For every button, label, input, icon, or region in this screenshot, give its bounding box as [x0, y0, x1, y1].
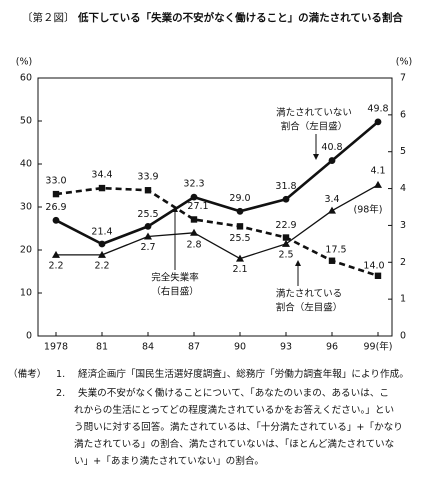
- series-3-point: [52, 250, 60, 258]
- series-2-point: [144, 187, 152, 194]
- right-axis-tick-label: 2: [400, 257, 406, 268]
- annotation-unemployment-line2: （右目盛）: [151, 286, 199, 298]
- left-axis-tick-label: 10: [20, 288, 32, 299]
- note-2-line-5: い」+「あまり満たされていない」の割合。: [74, 456, 265, 467]
- series-3-point: [374, 180, 382, 188]
- series-2-point: [190, 216, 198, 223]
- series-3-data-label: 2.7: [140, 242, 155, 253]
- x-axis-tick-label: 93: [280, 342, 292, 353]
- series-2-point: [328, 257, 336, 264]
- x-axis-tick-label: 81: [96, 342, 108, 353]
- x-axis-tick-label: 1978: [44, 342, 68, 353]
- series-2-point: [282, 234, 290, 241]
- series-3-point: [236, 254, 244, 262]
- right-axis-tick-label: 5: [400, 146, 406, 157]
- note-2-number: 2.: [56, 388, 66, 399]
- left-axis-tick-label: 50: [20, 116, 32, 127]
- series-1-point: [190, 193, 198, 201]
- series-1-line: [55, 120, 379, 246]
- series-2-point: [98, 184, 106, 192]
- series-1-data-label: 29.0: [229, 193, 250, 204]
- series-1-point: [98, 240, 106, 248]
- series-3-data-label: 3.4: [324, 194, 339, 205]
- annotation-unsatisfied-line1: 満たされていない: [276, 108, 352, 119]
- series-2-point: [236, 223, 244, 230]
- left-axis-tick-label: 20: [20, 245, 32, 256]
- series-1-data-label: 31.8: [275, 181, 296, 192]
- right-axis-tick-label: 3: [400, 220, 406, 231]
- right-axis-tick-label: 6: [400, 109, 406, 120]
- left-axis-tick-label: 60: [20, 73, 32, 84]
- x-axis-tick-label: 96: [326, 342, 338, 353]
- series-2-data-label: 22.9: [275, 220, 296, 231]
- figure-number: 〔第２図〕: [22, 12, 75, 24]
- series-2-point: [374, 272, 382, 279]
- x-axis-tick-label: 99(年): [363, 341, 392, 353]
- note-1-number: 1.: [56, 369, 66, 380]
- line-chart: 0 10 20 30 40 50 60 (%) 0 1 2 3 4 5 6 7 (%) 1978 81 84 87 90 9…: [16, 57, 412, 353]
- series-2-data-label: 14.0: [363, 260, 384, 271]
- series-2-data-label: 27.1: [187, 201, 208, 212]
- left-axis-unit: (%): [16, 57, 32, 68]
- annotation-unsatisfied-line2: 割合（左目盛）: [281, 121, 348, 133]
- series-3-line: [56, 184, 379, 260]
- series-3-point: [98, 250, 106, 258]
- right-axis-unit: (%): [396, 57, 412, 68]
- annotation-satisfied-line1: 満たされている: [276, 289, 342, 300]
- series-1-data-label: 26.9: [45, 202, 66, 213]
- series-3-data-label: 4.1: [370, 165, 385, 176]
- series-2-data-label: 17.5: [325, 244, 346, 255]
- series-2-data-label: 34.4: [91, 170, 112, 181]
- right-axis-tick-label: 7: [400, 73, 406, 84]
- right-axis-tick-label: 0: [400, 331, 406, 342]
- series-3-point: [144, 232, 152, 240]
- series-1-data-label: 25.5: [137, 209, 158, 220]
- x-axis-tick-label: 90: [234, 342, 246, 353]
- note-2-line-1: 失業の不安がなく働けることについて、「あなたのいまの、あるいは、こ: [78, 388, 390, 399]
- notes-label: （備考）: [8, 369, 47, 380]
- left-axis-tick-label: 0: [26, 331, 32, 342]
- note-2-line-4: 満たされている」の割合、満たされていないは、「ほとんど満たされていな: [74, 439, 395, 450]
- annotation-satisfied-line2: 割合（左目盛）: [276, 302, 343, 314]
- series-3-data-label: 2.8: [186, 239, 201, 250]
- annotation-unemployment-arrowhead: [172, 206, 178, 212]
- x-axis-tick-label: 84: [142, 342, 154, 353]
- note-2-line-3: う問いに対する回答。満たされているは、「十分満たされている」+「かなり: [74, 422, 403, 433]
- series-3-data-label: 2.5: [278, 249, 293, 260]
- series-1-point: [144, 222, 152, 230]
- series-2-point: [52, 190, 60, 198]
- series-1-point: [328, 157, 336, 164]
- annotation-unemployment-line1: 完全失業率: [151, 272, 199, 284]
- left-axis-tick-label: 30: [20, 202, 32, 213]
- series-2-data-label: 25.5: [229, 233, 250, 244]
- series-3-point: [282, 239, 290, 247]
- annotation-year-98: (98年): [353, 204, 382, 216]
- series-2-data-label: 33.9: [137, 172, 158, 183]
- chart-title: 低下している「失業の不安がなく働けること」の満たされている割合: [78, 12, 403, 24]
- series-1-data-label: 40.8: [321, 142, 342, 153]
- series-1-point: [282, 195, 290, 203]
- x-axis-tick-label: 87: [188, 342, 200, 353]
- annotation-unsatisfied-arrowhead: [313, 154, 319, 160]
- series-2-line: [55, 186, 379, 278]
- series-1-point: [236, 207, 244, 215]
- series-3-point: [328, 206, 336, 214]
- series-3-data-label: 2.1: [232, 264, 247, 275]
- series-3-data-label: 2.2: [48, 260, 63, 271]
- series-1-point: [374, 118, 382, 126]
- series-2-data-label: 33.0: [45, 176, 66, 187]
- series-1-data-label: 49.8: [367, 103, 388, 114]
- right-axis-tick-label: 1: [400, 294, 406, 305]
- note-2-line-2: れからの生活にとってどの程度満たされているかをお答えください。」とい: [74, 405, 395, 416]
- series-1-data-label: 21.4: [91, 226, 112, 237]
- series-1-data-label: 32.3: [183, 179, 204, 190]
- note-1-line-1: 経済企画庁「国民生活選好度調査」、総務庁「労働力調査年報」により作成。: [78, 369, 409, 380]
- left-axis-tick-label: 40: [20, 159, 32, 170]
- series-3-point: [190, 228, 198, 236]
- right-axis-tick-label: 4: [400, 183, 406, 194]
- series-1-point: [52, 216, 60, 224]
- annotation-satisfied-arrowhead: [295, 260, 301, 266]
- series-3-data-label: 2.2: [94, 260, 109, 271]
